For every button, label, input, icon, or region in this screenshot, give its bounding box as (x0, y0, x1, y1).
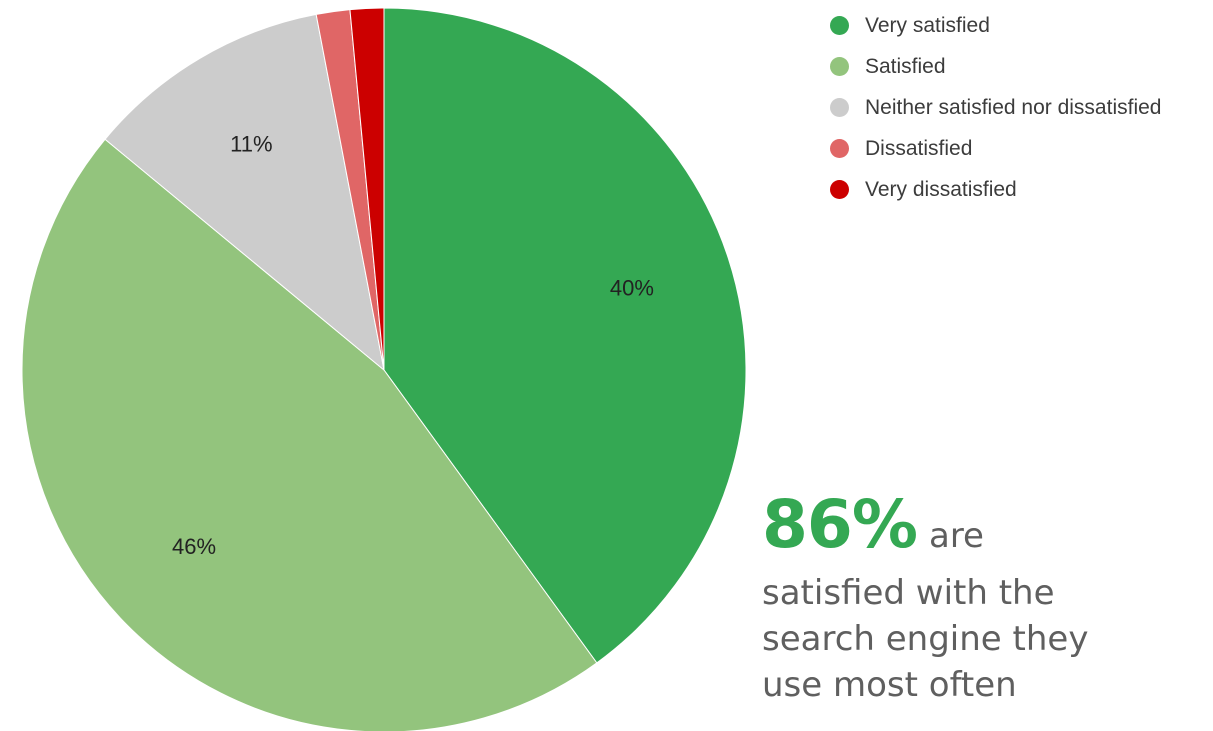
legend: Very satisfied Satisfied Neither satisfi… (830, 5, 1161, 210)
legend-label: Neither satisfied nor dissatisfied (865, 95, 1162, 119)
callout: 86% are satisfied with the search engine… (762, 492, 1202, 708)
callout-percent: 86% (762, 486, 918, 563)
callout-headline: 86% are (762, 492, 1202, 558)
pie-chart: 40% 46% 11% (21, 7, 747, 731)
pie-slice-very-satisfied (383, 7, 747, 664)
callout-word: are (928, 516, 984, 556)
legend-swatch (830, 180, 849, 199)
slice-label-very-satisfied: 40% (610, 275, 654, 300)
pie-slice-very-dissatisfied (349, 7, 385, 371)
pie-slice-neither (104, 13, 385, 372)
legend-label: Dissatisfied (865, 136, 973, 160)
legend-label: Very dissatisfied (865, 177, 1017, 201)
callout-text: satisfied with the search engine they us… (762, 573, 1089, 705)
legend-swatch (830, 57, 849, 76)
slice-label-satisfied: 46% (172, 534, 216, 559)
legend-item-very-satisfied: Very satisfied (830, 5, 1161, 46)
legend-label: Very satisfied (865, 13, 990, 37)
legend-label: Satisfied (865, 54, 946, 78)
legend-item-dissatisfied: Dissatisfied (830, 128, 1161, 169)
legend-item-satisfied: Satisfied (830, 46, 1161, 87)
legend-swatch (830, 16, 849, 35)
pie-slice-satisfied (21, 138, 598, 731)
legend-swatch (830, 139, 849, 158)
slice-label-neither: 11% (230, 131, 272, 156)
legend-item-very-dissatisfied: Very dissatisfied (830, 169, 1161, 210)
legend-swatch (830, 98, 849, 117)
legend-item-neither: Neither satisfied nor dissatisfied (830, 87, 1161, 128)
